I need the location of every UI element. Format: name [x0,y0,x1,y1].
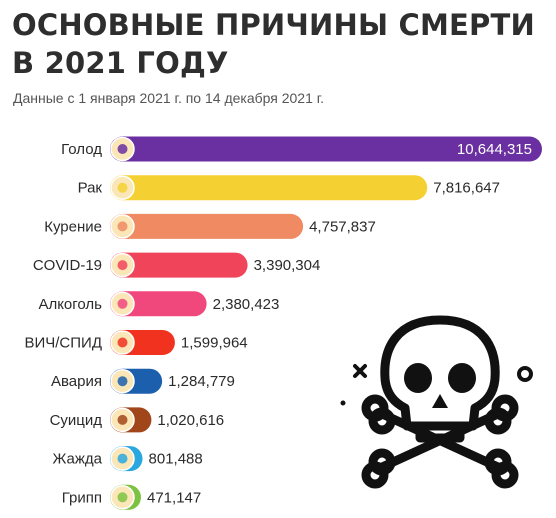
bar-row: Алкоголь 2,380,423 [38,291,280,317]
category-label: Суицид [50,412,103,429]
page-subtitle: Данные с 1 января 2021 г. по 14 декабря … [13,90,325,106]
page-title: ОСНОВНЫЕ ПРИЧИНЫ СМЕРТИ В 2021 ГОДУ [12,6,535,82]
bar [110,213,304,239]
value-label: 1,599,964 [181,335,248,352]
value-label: 7,816,647 [433,180,500,197]
category-label: COVID-19 [33,257,102,274]
suicide-rope-icon [110,407,135,433]
value-label: 3,390,304 [254,257,321,274]
hiv-ribbon-icon [110,330,135,355]
bar-row: COVID-19 3,390,304 [33,252,321,278]
category-label: ВИЧ/СПИД [24,335,102,352]
value-label: 1,020,616 [157,412,224,429]
value-label: 2,380,423 [213,296,280,313]
category-label: Грипп [62,489,102,506]
bar-row: Суицид 1,020,616 [50,407,224,433]
value-label: 1,284,779 [168,373,235,390]
bar [110,136,542,162]
bar [110,252,248,278]
bar-row: Рак 7,816,647 [78,175,500,201]
value-label: 10,644,315 [457,141,532,158]
bar-row: Жажда 801,488 [53,446,203,472]
category-label: Голод [61,141,102,158]
skull-crossbones-icon [340,315,533,489]
value-label: 801,488 [149,451,203,468]
smoking-icon [110,214,135,239]
bar-row: ВИЧ/СПИД 1,599,964 [24,330,248,355]
bar [110,291,207,317]
value-label: 4,757,837 [309,218,376,235]
flu-icon [110,485,135,510]
bar [110,175,428,201]
bar-row: Голод 10,644,315 [61,136,542,162]
category-label: Авария [51,373,102,390]
title-line-1: ОСНОВНЫЕ ПРИЧИНЫ СМЕРТИ [12,8,535,42]
category-label: Жажда [53,451,103,468]
cancer-icon [110,175,135,200]
alcohol-icon [110,291,135,317]
virus-icon [110,252,135,278]
category-label: Рак [78,180,103,197]
bar-row: Курение 4,757,837 [44,213,376,239]
no-water-icon [110,446,135,471]
category-label: Алкоголь [38,296,102,313]
title-line-2: В 2021 ГОДУ [12,46,229,80]
bar-row: Грипп 471,147 [62,484,201,510]
category-label: Курение [44,218,102,235]
value-label: 471,147 [147,489,201,506]
bar-row: Авария 1,284,779 [51,368,235,394]
car-crash-icon [110,368,135,394]
hunger-icon [110,136,135,162]
